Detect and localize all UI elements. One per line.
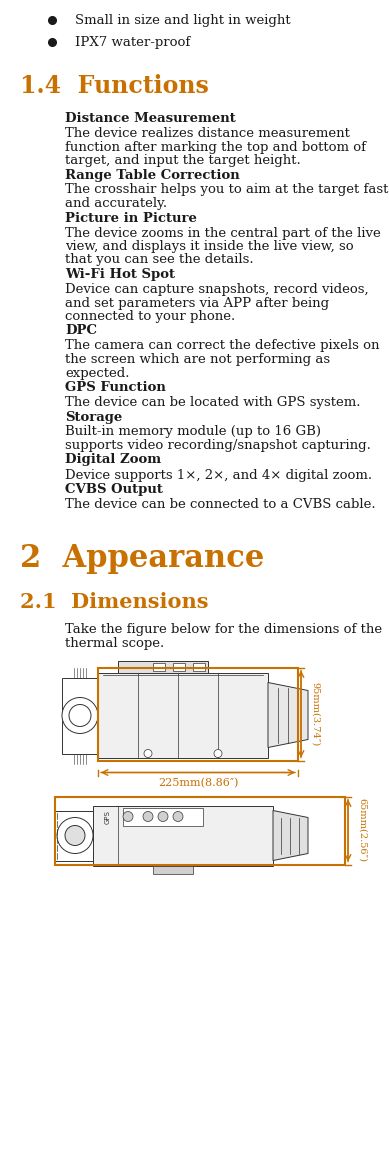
Circle shape xyxy=(173,812,183,821)
Text: Wi-Fi Hot Spot: Wi-Fi Hot Spot xyxy=(65,267,175,281)
Circle shape xyxy=(57,818,93,853)
Text: the screen which are not performing as: the screen which are not performing as xyxy=(65,353,330,366)
Bar xyxy=(98,673,268,757)
Text: supports video recording/snapshot capturing.: supports video recording/snapshot captur… xyxy=(65,439,371,452)
Circle shape xyxy=(65,826,85,845)
Text: 65mm(2.56″): 65mm(2.56″) xyxy=(357,799,366,863)
Text: 1.4  Functions: 1.4 Functions xyxy=(20,74,209,98)
Bar xyxy=(118,660,208,673)
Text: Small in size and light in weight: Small in size and light in weight xyxy=(75,14,291,27)
Text: Picture in Picture: Picture in Picture xyxy=(65,212,197,225)
Text: Storage: Storage xyxy=(65,410,122,424)
Circle shape xyxy=(214,749,222,757)
Bar xyxy=(153,662,165,670)
Text: 2  Appearance: 2 Appearance xyxy=(20,542,265,573)
Text: IPX7 water-proof: IPX7 water-proof xyxy=(75,36,190,49)
Bar xyxy=(153,865,193,873)
Text: 2.1  Dimensions: 2.1 Dimensions xyxy=(20,593,209,613)
Text: Distance Measurement: Distance Measurement xyxy=(65,112,236,125)
Text: CVBS Output: CVBS Output xyxy=(65,483,163,496)
Circle shape xyxy=(158,812,168,821)
Text: The device zooms in the central part of the live: The device zooms in the central part of … xyxy=(65,227,381,240)
Text: connected to your phone.: connected to your phone. xyxy=(65,310,235,323)
Text: 225mm(8.86″): 225mm(8.86″) xyxy=(158,777,238,787)
Bar xyxy=(98,667,298,761)
Circle shape xyxy=(62,697,98,733)
Circle shape xyxy=(123,812,133,821)
Text: Built-in memory module (up to 16 GB): Built-in memory module (up to 16 GB) xyxy=(65,425,321,439)
Text: The crosshair helps you to aim at the target fast: The crosshair helps you to aim at the ta… xyxy=(65,183,388,197)
Polygon shape xyxy=(273,811,308,860)
Circle shape xyxy=(144,749,152,757)
Bar xyxy=(55,797,345,865)
Bar xyxy=(123,807,203,826)
Circle shape xyxy=(69,704,91,726)
Text: Range Table Correction: Range Table Correction xyxy=(65,169,240,182)
Text: Device can capture snapshots, record videos,: Device can capture snapshots, record vid… xyxy=(65,283,369,296)
Text: The camera can correct the defective pixels on: The camera can correct the defective pix… xyxy=(65,339,380,352)
Text: target, and input the target height.: target, and input the target height. xyxy=(65,154,301,167)
Text: and set parameters via APP after being: and set parameters via APP after being xyxy=(65,296,329,309)
Text: and accurately.: and accurately. xyxy=(65,197,167,210)
Text: 95mm(3.74″): 95mm(3.74″) xyxy=(310,682,319,746)
Text: GPS: GPS xyxy=(105,811,111,824)
Text: that you can see the details.: that you can see the details. xyxy=(65,254,254,266)
Text: thermal scope.: thermal scope. xyxy=(65,637,164,650)
Text: DPC: DPC xyxy=(65,324,97,337)
Text: The device can be located with GPS system.: The device can be located with GPS syste… xyxy=(65,396,361,409)
Polygon shape xyxy=(268,682,308,748)
Text: The device can be connected to a CVBS cable.: The device can be connected to a CVBS ca… xyxy=(65,498,376,511)
Text: function after marking the top and bottom of: function after marking the top and botto… xyxy=(65,140,366,154)
Text: GPS Function: GPS Function xyxy=(65,381,166,394)
Text: expected.: expected. xyxy=(65,366,130,380)
Bar xyxy=(55,811,93,860)
Text: view, and displays it inside the live view, so: view, and displays it inside the live vi… xyxy=(65,240,354,252)
Bar xyxy=(93,806,273,865)
Text: Take the figure below for the dimensions of the: Take the figure below for the dimensions… xyxy=(65,623,382,636)
Text: Device supports 1×, 2×, and 4× digital zoom.: Device supports 1×, 2×, and 4× digital z… xyxy=(65,469,372,482)
Text: The device realizes distance measurement: The device realizes distance measurement xyxy=(65,127,350,140)
Bar xyxy=(173,662,185,670)
Bar xyxy=(62,677,98,754)
Text: Digital Zoom: Digital Zoom xyxy=(65,454,161,467)
Bar xyxy=(193,662,205,670)
Circle shape xyxy=(143,812,153,821)
